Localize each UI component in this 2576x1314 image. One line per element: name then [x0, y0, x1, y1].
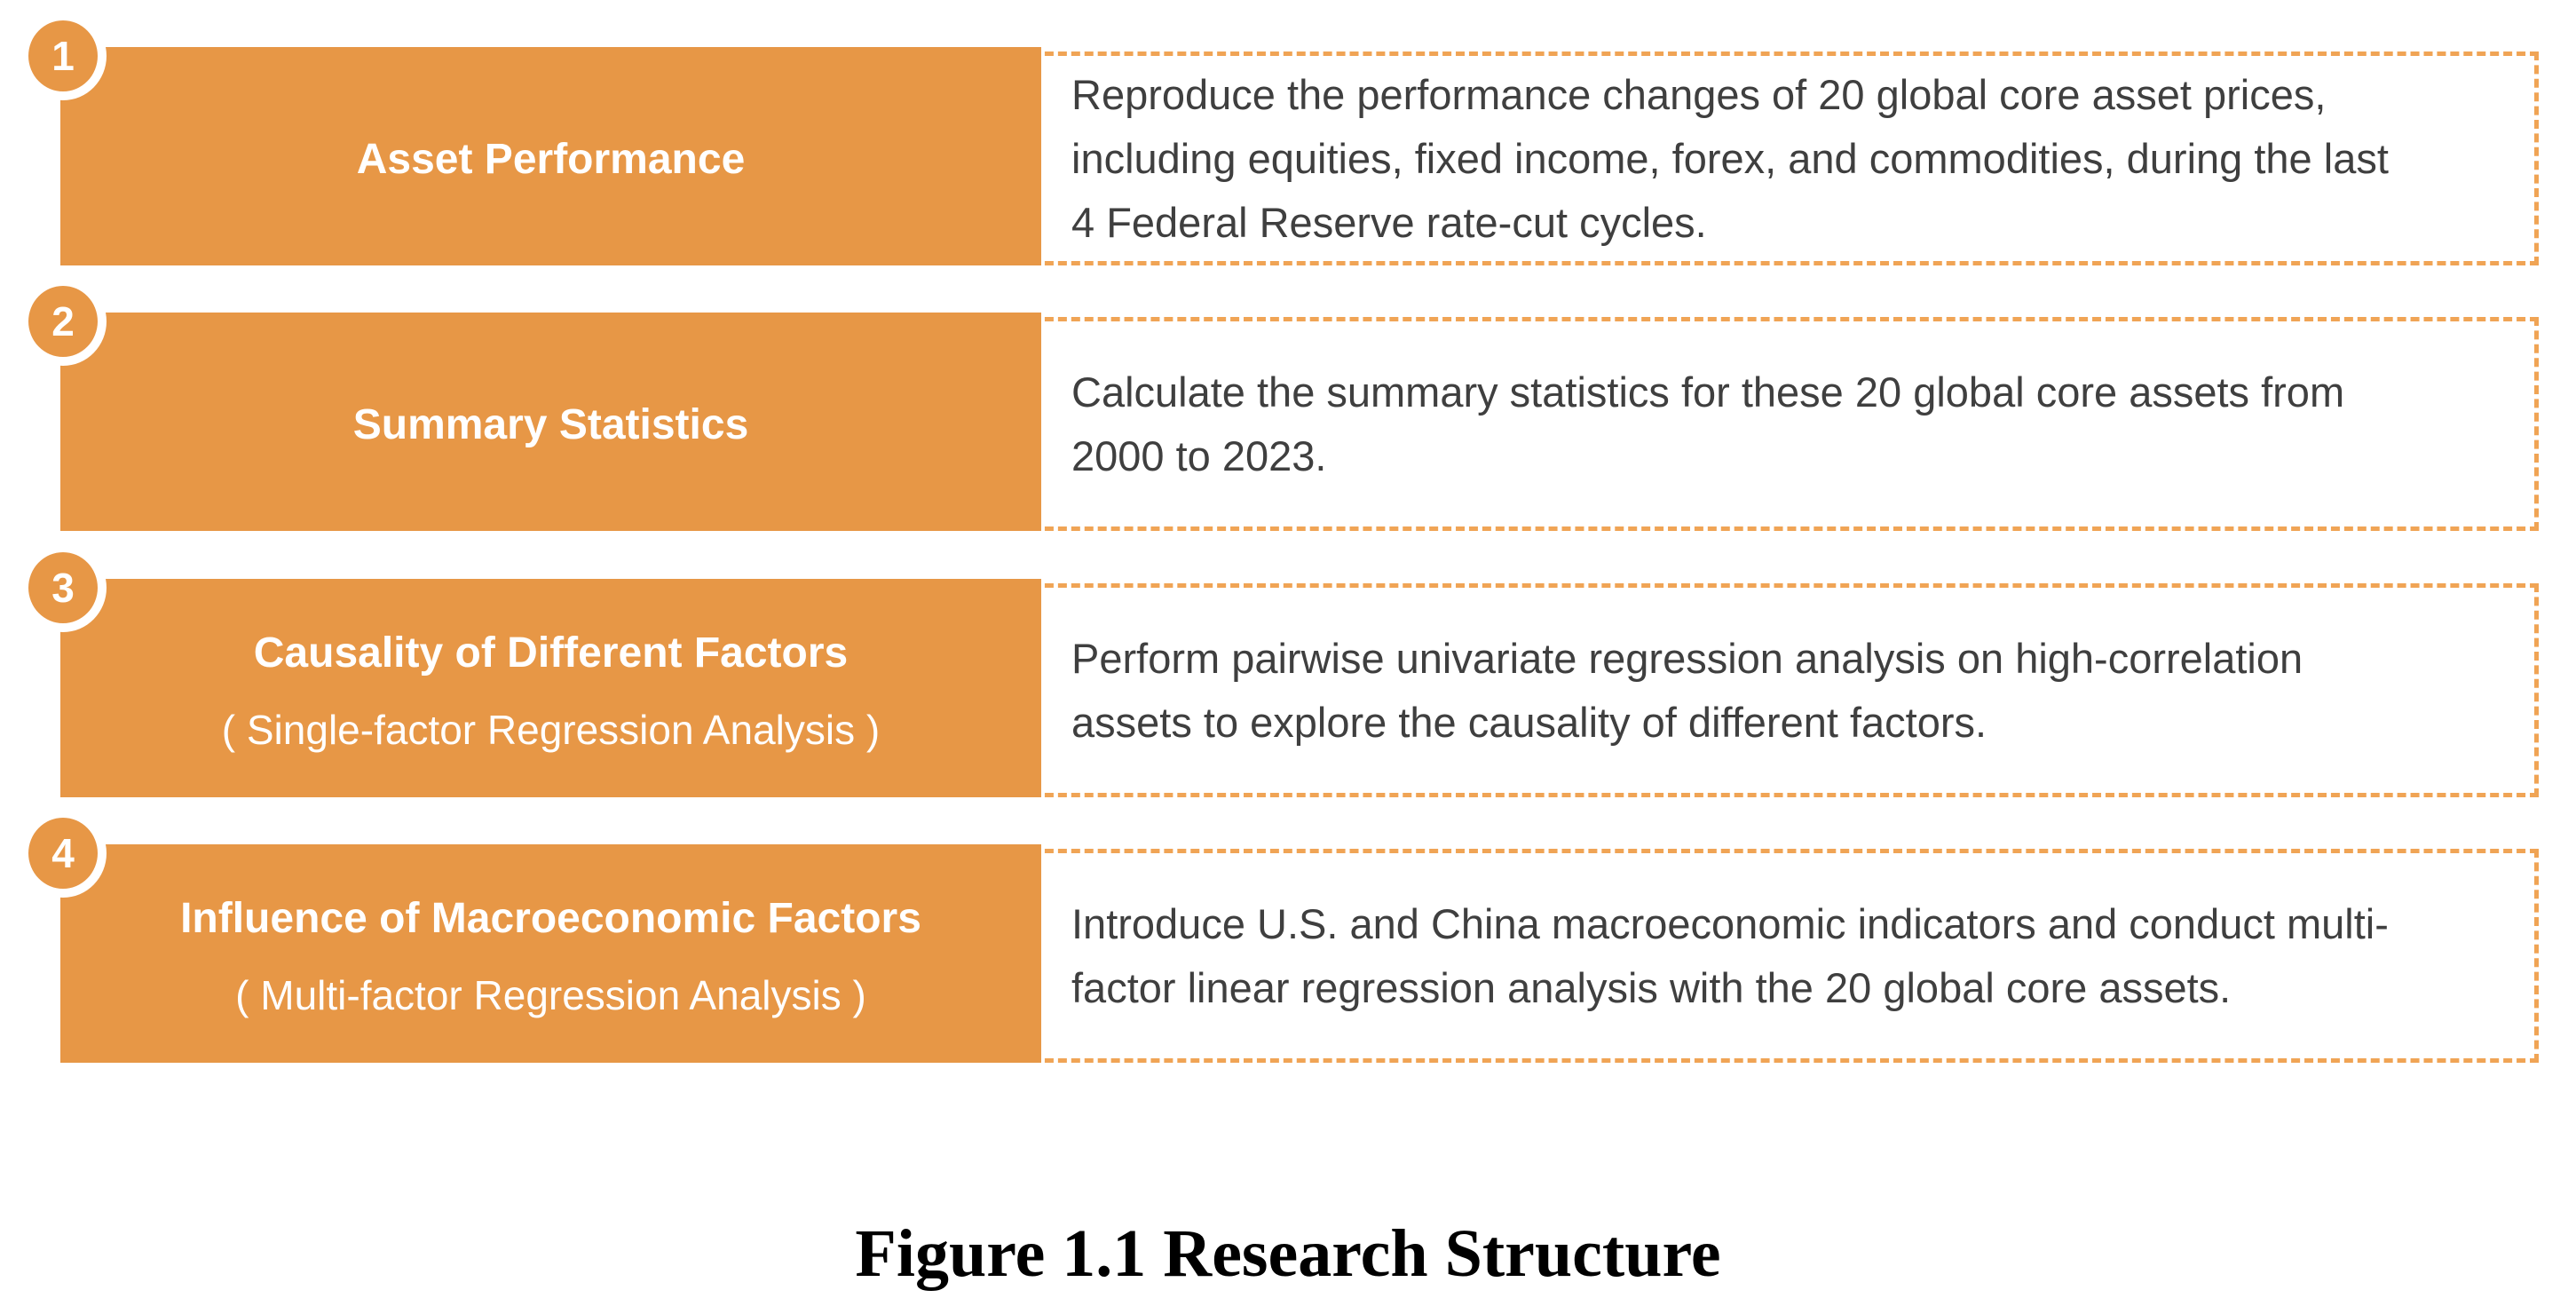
step-2-title-block: Summary Statistics: [60, 313, 1041, 531]
step-3-description-box: Perform pairwise univariate regression a…: [1031, 583, 2539, 797]
step-3-number: 3: [51, 565, 75, 611]
step-1-title: Asset Performance: [356, 136, 746, 183]
step-4-number-badge: 4: [20, 809, 107, 898]
step-4-subtitle: ( Multi-factor Regression Analysis ): [235, 972, 866, 1018]
figure-caption: Figure 1.1 Research Structure: [855, 1216, 1721, 1291]
step-3-subtitle: ( Single-factor Regression Analysis ): [221, 707, 881, 753]
step-row-1: Reproduce the performance changes of 20 …: [0, 12, 2576, 265]
step-2-description: Calculate the summary statistics for the…: [1071, 368, 2345, 479]
step-1-description-box: Reproduce the performance changes of 20 …: [1031, 51, 2539, 265]
step-row-4: Introduce U.S. and China macroeconomic i…: [0, 809, 2576, 1063]
step-4-description: Introduce U.S. and China macroeconomic i…: [1071, 899, 2389, 1011]
step-3-title-block: Causality of Different Factors ( Single-f…: [60, 579, 1041, 797]
step-3-number-badge: 3: [20, 543, 107, 632]
step-1-description: Reproduce the performance changes of 20 …: [1071, 70, 2389, 246]
step-1-number: 1: [51, 33, 75, 79]
step-2-title: Summary Statistics: [352, 401, 749, 448]
step-2-description-box: Calculate the summary statistics for the…: [1031, 317, 2539, 531]
step-4-number: 4: [51, 830, 75, 876]
step-4-title-block: Influence of Macroeconomic Factors ( Mult…: [60, 844, 1041, 1063]
step-4-description-box: Introduce U.S. and China macroeconomic i…: [1031, 849, 2539, 1063]
step-row-2: Calculate the summary statistics for the…: [0, 277, 2576, 531]
step-row-3: Perform pairwise univariate regression a…: [0, 543, 2576, 797]
step-3-description: Perform pairwise univariate regression a…: [1071, 634, 2303, 746]
step-1-title-block: Asset Performance: [60, 47, 1041, 265]
step-2-number-badge: 2: [20, 277, 107, 366]
step-2-number: 2: [51, 298, 75, 344]
step-4-title: Influence of Macroeconomic Factors: [180, 895, 921, 942]
step-1-number-badge: 1: [20, 12, 107, 100]
step-3-title: Causality of Different Factors: [253, 629, 849, 677]
